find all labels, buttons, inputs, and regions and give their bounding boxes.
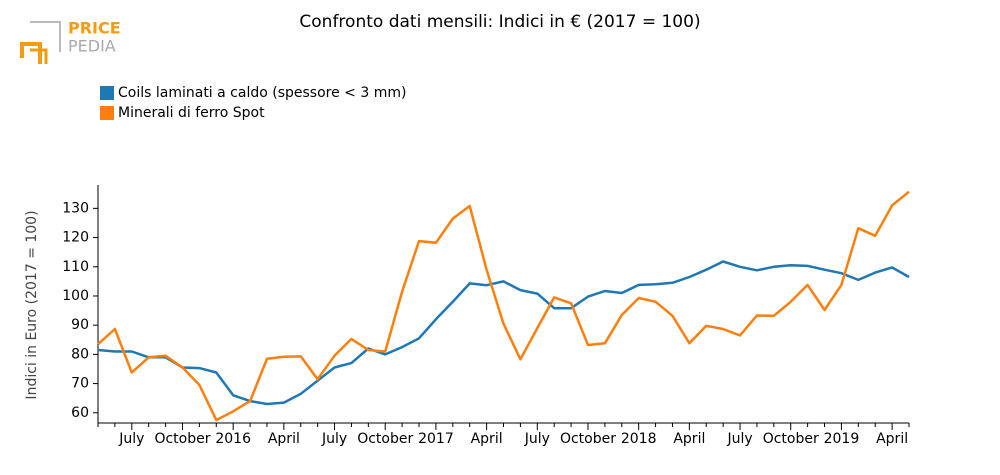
series-line bbox=[97, 190, 910, 422]
x-tick-label: October bbox=[154, 431, 210, 447]
x-tick-label: 2017 bbox=[418, 431, 454, 447]
x-tick-label: 2016 bbox=[215, 431, 251, 447]
x-tick-label: October bbox=[357, 431, 413, 447]
x-tick-label: July bbox=[118, 431, 144, 447]
x-tick-label: April bbox=[268, 431, 300, 447]
y-tick-label: 90 bbox=[71, 317, 89, 333]
y-tick-label: 60 bbox=[71, 405, 89, 421]
series-line bbox=[97, 260, 910, 406]
x-tick-label: April bbox=[876, 431, 908, 447]
legend-swatch bbox=[100, 106, 114, 120]
y-tick-label: 130 bbox=[62, 200, 89, 216]
legend-label: Minerali di ferro Spot bbox=[118, 105, 265, 121]
y-tick-label: 70 bbox=[71, 376, 89, 392]
logo: PRICE PEDIA bbox=[20, 19, 121, 64]
legend-label: Coils laminati a caldo (spessore < 3 mm) bbox=[118, 85, 406, 101]
y-tick-label: 120 bbox=[62, 230, 89, 246]
y-tick-label: 110 bbox=[62, 259, 89, 275]
x-tick-label: July bbox=[321, 431, 347, 447]
x-tick-label: 2018 bbox=[621, 431, 657, 447]
logo-text: PRICE bbox=[68, 19, 121, 38]
x-tick-label: October bbox=[763, 431, 819, 447]
x-tick-label: July bbox=[726, 431, 752, 447]
logo-mark bbox=[30, 48, 48, 64]
chart-title: Confronto dati mensili: Indici in € (201… bbox=[299, 12, 700, 32]
legend-swatch bbox=[100, 86, 114, 100]
x-tick-label: October bbox=[560, 431, 616, 447]
x-tick-label: July bbox=[524, 431, 550, 447]
logo-mark bbox=[30, 21, 61, 52]
y-axis-label: Indici in Euro (2017 = 100) bbox=[24, 210, 40, 399]
y-tick-label: 100 bbox=[62, 288, 89, 304]
logo-mark bbox=[20, 42, 42, 64]
logo-text: PEDIA bbox=[68, 37, 116, 56]
x-tick-label: April bbox=[471, 431, 503, 447]
x-tick-label: 2019 bbox=[824, 431, 860, 447]
x-tick-label: April bbox=[673, 431, 705, 447]
y-tick-label: 80 bbox=[71, 346, 89, 362]
